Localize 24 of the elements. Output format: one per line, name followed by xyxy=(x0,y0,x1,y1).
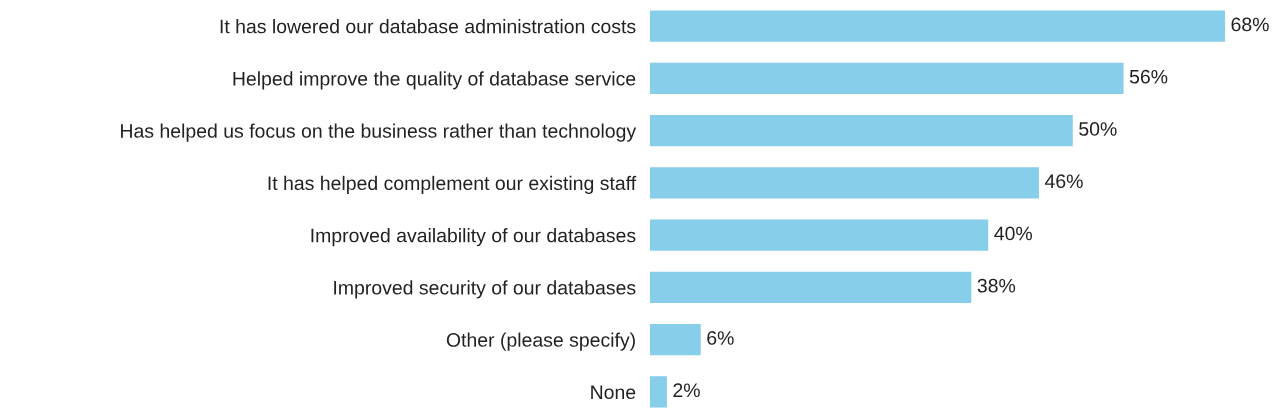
data-label: 38% xyxy=(977,278,1016,293)
data-label: 56% xyxy=(1129,69,1168,84)
data-label: 2% xyxy=(673,383,700,398)
bar xyxy=(650,376,667,408)
bar xyxy=(650,167,1039,199)
bar xyxy=(650,271,972,304)
data-label: 40% xyxy=(994,226,1033,241)
data-label: 46% xyxy=(1044,174,1083,189)
y-tick-label: None xyxy=(591,385,636,400)
data-label: 6% xyxy=(707,331,734,345)
bar xyxy=(650,62,1124,95)
bar xyxy=(650,114,1073,147)
y-tick-label: It has lowered our database administration costs xyxy=(220,19,636,34)
bar xyxy=(650,10,1225,42)
bar xyxy=(650,219,989,251)
y-tick-label: Has helped us focus on the business rather than technology xyxy=(121,123,637,142)
data-label: 50% xyxy=(1079,122,1117,136)
bar xyxy=(650,323,701,356)
data-label: 68% xyxy=(1231,17,1269,32)
y-tick-label: It has helped complement our existing staff xyxy=(268,175,637,194)
y-tick-label: Other (please specify) xyxy=(446,332,635,351)
y-tick-label: Helped improve the quality of database service xyxy=(233,71,636,90)
y-tick-label: Improved availability of our databases xyxy=(311,228,636,247)
y-tick-label: Improved security of our databases xyxy=(334,280,636,299)
